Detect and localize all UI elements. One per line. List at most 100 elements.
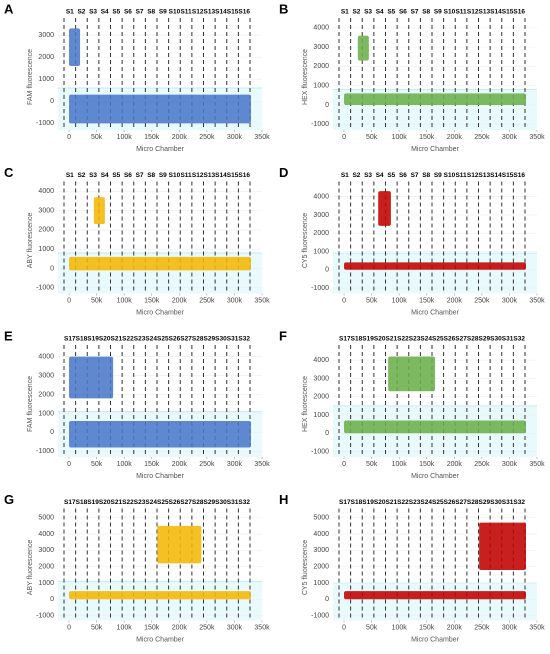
- droplet-cluster: [93, 197, 105, 225]
- chamber-label: S1: [341, 172, 349, 179]
- chamber-label: S4: [376, 172, 384, 179]
- chamber-label: S3: [364, 172, 372, 179]
- negative-region: [58, 581, 262, 621]
- x-tick-label: 300k: [502, 297, 518, 304]
- chamber-label: S19: [87, 499, 99, 506]
- chamber-label: S14: [215, 172, 227, 179]
- chamber-label: S21: [111, 499, 123, 506]
- chamber-label: S28: [192, 336, 204, 343]
- y-tick-label: 4000: [313, 25, 329, 32]
- y-tick-label: 3000: [38, 207, 54, 214]
- panel: -1000 0 1000 2000 3000 4000 0 50k 100k 150k 200k 25…: [4, 165, 270, 316]
- chamber-label: S14: [215, 9, 227, 16]
- chamber-label: S15: [502, 172, 514, 179]
- chamber-label: S10: [169, 9, 181, 16]
- chamber-label: S14: [490, 9, 502, 16]
- chamber-label: S5: [112, 9, 120, 16]
- chamber-label: S28: [192, 499, 204, 506]
- chamber-label: S13: [204, 9, 216, 16]
- y-tick-label: 4000: [313, 531, 329, 538]
- y-tick-label: 2000: [313, 230, 329, 237]
- chamber-label: S12: [467, 9, 479, 16]
- x-tick-label: 0: [67, 624, 71, 631]
- x-tick-label: 350k: [254, 624, 270, 631]
- droplet-cluster: [69, 256, 251, 271]
- chamber-label: S8: [422, 9, 430, 16]
- y-tick-label: 1000: [313, 580, 329, 587]
- panel-letter: D: [279, 165, 288, 180]
- x-tick-label: 200k: [447, 297, 463, 304]
- x-tick-label: 100k: [117, 134, 133, 141]
- chamber-label: S12: [467, 172, 479, 179]
- x-tick-label: 150k: [419, 461, 435, 468]
- x-axis-label: Micro Chamber: [411, 636, 460, 643]
- chamber-label: S27: [180, 336, 192, 343]
- chamber-label: S7: [136, 9, 144, 16]
- x-tick-label: 350k: [529, 624, 545, 631]
- x-tick-label: 200k: [172, 461, 188, 468]
- chamber-label: S15: [227, 172, 239, 179]
- y-tick-label: 0: [50, 265, 54, 272]
- y-tick-label: 5000: [38, 515, 54, 522]
- y-tick-label: 5000: [313, 515, 329, 522]
- chamber-label: S19: [362, 336, 374, 343]
- y-axis-label: CY5 fluorescence: [302, 540, 309, 595]
- chamber-label: S21: [386, 499, 398, 506]
- chamber-label: S23: [134, 336, 146, 343]
- chamber-label: S7: [411, 9, 419, 16]
- chamber-label: S4: [376, 9, 384, 16]
- chamber-label: S9: [159, 172, 167, 179]
- chamber-label: S22: [397, 336, 409, 343]
- y-tick-label: 3000: [38, 32, 54, 39]
- x-tick-label: 150k: [144, 134, 160, 141]
- chamber-label: S13: [479, 172, 491, 179]
- chamber-label: S18: [76, 499, 88, 506]
- x-tick-label: 150k: [144, 297, 160, 304]
- panel: -1000 0 1000 2000 3000 4000 0 50k 100k 150k 200k 25…: [279, 165, 545, 316]
- chamber-label: S11: [455, 172, 467, 179]
- x-tick-label: 250k: [474, 297, 490, 304]
- chamber-label: S3: [364, 9, 372, 16]
- y-tick-label: 2000: [38, 391, 54, 398]
- x-tick-label: 200k: [172, 297, 188, 304]
- y-tick-label: 1000: [38, 76, 54, 83]
- y-tick-label: 2000: [313, 564, 329, 571]
- chamber-label: S22: [397, 499, 409, 506]
- panel-letter: C: [4, 165, 14, 180]
- x-tick-label: 100k: [392, 134, 408, 141]
- y-axis-label: ABY fluorescence: [27, 540, 34, 596]
- chamber-label: S19: [87, 336, 99, 343]
- x-tick-label: 150k: [419, 624, 435, 631]
- chamber-label: S8: [147, 9, 155, 16]
- y-tick-label: 1000: [38, 246, 54, 253]
- chamber-label: S20: [99, 336, 111, 343]
- y-tick-label: -1000: [311, 612, 329, 619]
- chamber-label: S11: [180, 9, 192, 16]
- chamber-label: S13: [204, 172, 216, 179]
- negative-region: [333, 582, 537, 621]
- x-tick-label: 0: [67, 134, 71, 141]
- chamber-label: S10: [444, 172, 456, 179]
- x-tick-label: 200k: [447, 134, 463, 141]
- x-tick-label: 300k: [227, 134, 243, 141]
- chamber-label: S16: [513, 172, 525, 179]
- droplet-cluster: [378, 191, 391, 226]
- x-tick-label: 100k: [117, 297, 133, 304]
- panel: -1000 0 1000 2000 3000 4000 5000 0 50k 100k 150k 20…: [4, 492, 270, 643]
- chamber-label: S22: [122, 499, 134, 506]
- panel: -1000 0 1000 2000 3000 4000 5000 0 50k 100k 150k 20…: [279, 492, 545, 643]
- x-tick-label: 300k: [502, 624, 518, 631]
- chamber-label: S18: [351, 499, 363, 506]
- chamber-label: S1: [66, 9, 74, 16]
- y-tick-label: 2000: [38, 54, 54, 61]
- x-axis-label: Micro Chamber: [136, 309, 185, 316]
- chamber-label: S15: [227, 9, 239, 16]
- y-tick-label: 1000: [38, 580, 54, 587]
- x-tick-label: 150k: [419, 297, 435, 304]
- y-tick-label: 2000: [313, 394, 329, 401]
- chamber-label: S23: [134, 499, 146, 506]
- x-tick-label: 150k: [144, 624, 160, 631]
- chamber-label: S28: [467, 499, 479, 506]
- x-tick-label: 50k: [366, 624, 378, 631]
